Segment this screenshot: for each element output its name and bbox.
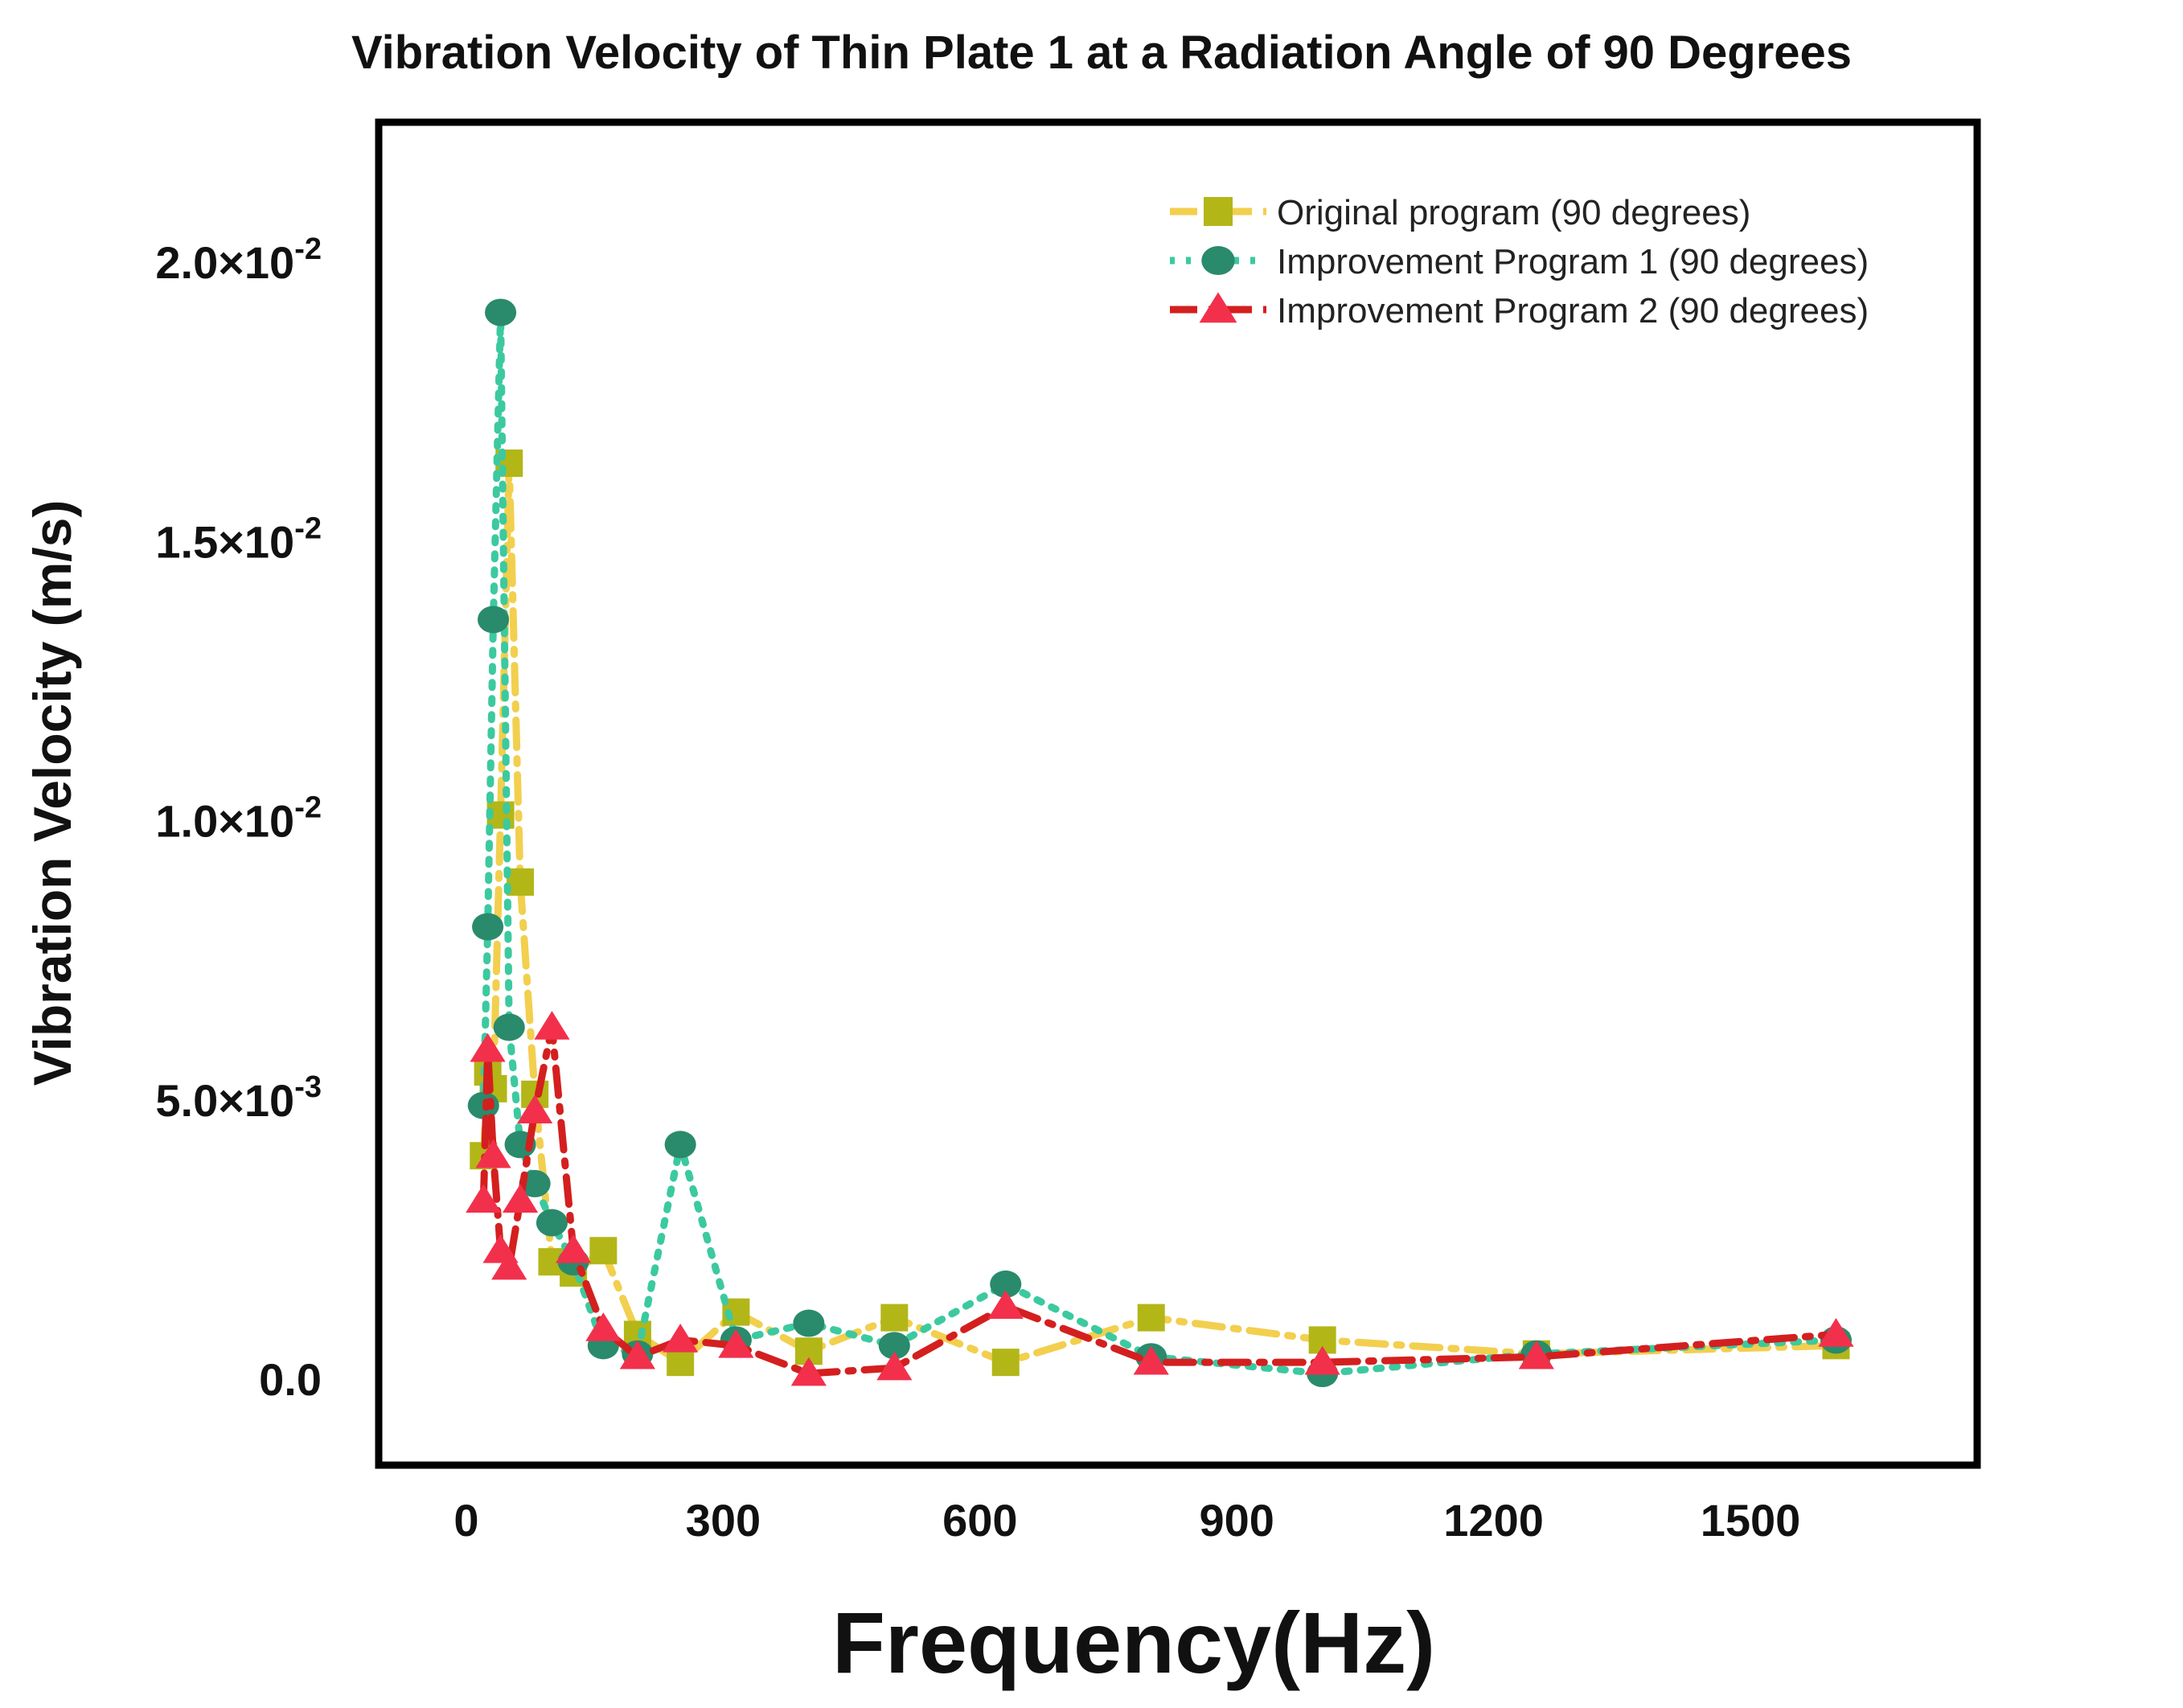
circle-marker [477, 606, 510, 634]
circle-marker [1201, 246, 1235, 275]
legend-label: Improvement Program 2 (90 degrees) [1277, 291, 1869, 331]
triangle-marker [585, 1312, 622, 1341]
triangle-marker [491, 1250, 527, 1280]
x-tick-label: 0 [453, 1495, 478, 1546]
triangle-marker [466, 1184, 502, 1213]
triangle-marker [1199, 292, 1237, 323]
series-1 [470, 450, 1850, 1377]
circle-marker [472, 913, 504, 941]
x-tick-label: 900 [1199, 1495, 1274, 1546]
x-tick-label: 300 [686, 1495, 761, 1546]
series-2 [467, 298, 1853, 1388]
circle-marker [664, 1131, 696, 1159]
square-marker [991, 1349, 1020, 1377]
triangle-marker [718, 1328, 754, 1358]
series-line [479, 462, 1840, 1367]
triangle-marker [876, 1351, 913, 1381]
triangle-marker [534, 1011, 570, 1040]
x-tick-label: 600 [942, 1495, 1017, 1546]
plot-frame [375, 118, 1981, 1469]
circle-marker [878, 1332, 910, 1360]
triangle-marker [1818, 1318, 1854, 1347]
triangle-marker [502, 1184, 539, 1213]
square-marker [1137, 1304, 1165, 1332]
triangle-marker [475, 1139, 511, 1168]
series-3 [466, 1011, 1854, 1386]
x-tick-label: 1200 [1443, 1495, 1544, 1546]
circle-marker [493, 1013, 525, 1041]
y-tick-label: 2.0×10-2 [155, 232, 322, 288]
square-marker [667, 1349, 695, 1377]
square-marker [589, 1237, 618, 1265]
square-marker [507, 868, 535, 896]
y-tick-label: 0.0 [259, 1354, 322, 1405]
legend-item-2: Improvement Program 1 (90 degrees) [1170, 242, 1869, 281]
triangle-marker [1518, 1340, 1554, 1369]
y-tick-label: 1.5×10-2 [155, 511, 322, 567]
circle-marker [485, 298, 517, 326]
x-axis-label: Frequency(Hz) [832, 1594, 1435, 1691]
circle-marker [793, 1309, 825, 1337]
triangle-marker [555, 1234, 592, 1263]
legend-item-3: Improvement Program 2 (90 degrees) [1170, 291, 1869, 331]
triangle-marker [619, 1340, 656, 1369]
y-tick-label: 1.0×10-2 [155, 791, 322, 847]
x-tick-label: 1500 [1701, 1495, 1801, 1546]
triangle-marker [1304, 1345, 1340, 1375]
y-tick-label: 5.0×10-3 [155, 1070, 322, 1126]
series-line [479, 312, 1840, 1377]
triangle-marker [663, 1323, 699, 1353]
triangle-marker [987, 1290, 1024, 1320]
legend-item-1: Original program (90 degrees) [1170, 193, 1750, 232]
square-marker [880, 1304, 909, 1332]
square-marker [1204, 197, 1233, 226]
y-axis-label: Vibration Velocity (m/s) [23, 500, 82, 1086]
circle-marker [535, 1209, 568, 1237]
legend-label: Improvement Program 1 (90 degrees) [1277, 242, 1869, 281]
legend-label: Original program (90 degrees) [1277, 193, 1750, 232]
triangle-marker [790, 1357, 827, 1386]
chart-title: Vibration Velocity of Thin Plate 1 at a … [351, 27, 1852, 79]
circle-marker [990, 1270, 1022, 1298]
triangle-marker [470, 1033, 506, 1062]
triangle-marker [517, 1094, 553, 1123]
triangle-marker [1133, 1345, 1169, 1375]
